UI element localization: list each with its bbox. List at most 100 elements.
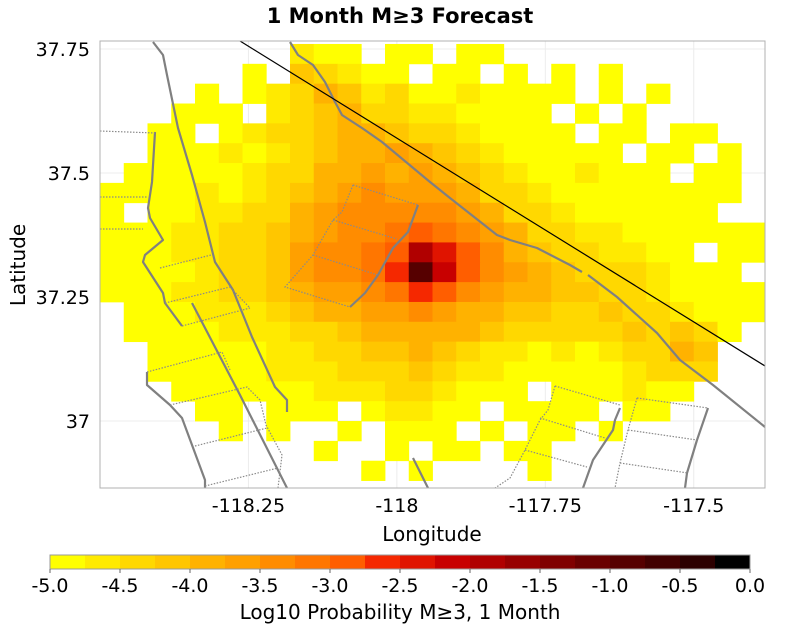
heatmap-cell (717, 262, 742, 283)
heatmap-cell (385, 262, 410, 283)
heatmap-cell (408, 123, 433, 144)
colorbar-tick-label: -2.5 (381, 575, 418, 597)
heatmap-cell (646, 222, 671, 243)
heatmap-cell (171, 123, 196, 144)
heatmap-cell (527, 401, 552, 422)
heatmap-cell (622, 242, 647, 263)
colorbar-tick-label: -1.0 (591, 575, 628, 597)
heatmap-cell (575, 321, 600, 343)
heatmap-cell (598, 202, 623, 223)
colorbar-swatch (365, 555, 401, 569)
heatmap-cell (337, 262, 362, 283)
heatmap-cell (218, 103, 243, 124)
heatmap-cell (575, 103, 600, 124)
heatmap-cell (575, 222, 600, 243)
heatmap-cell (575, 143, 600, 164)
colorbar-swatch (295, 555, 331, 569)
heatmap-cell (670, 123, 695, 144)
heatmap-cell (266, 123, 291, 144)
heatmap-cell (100, 242, 125, 263)
heatmap-cell (313, 143, 338, 164)
heatmap-cell (622, 222, 647, 243)
heatmap-cell (527, 143, 552, 164)
heatmap-cell (290, 43, 315, 65)
heatmap-cell (242, 202, 267, 223)
colorbar-tick-label: -2.0 (451, 575, 488, 597)
colorbar: -5.0 -4.5 -4.0 -3.5 -3.0 -2.5 -2.0 -1.5 -1.0 -0.5… (31, 554, 765, 597)
heatmap-cell (456, 321, 481, 343)
heatmap-cell (456, 301, 481, 323)
heatmap-cell (503, 222, 528, 243)
heatmap-cell (646, 83, 671, 104)
heatmap-cell (432, 163, 457, 184)
heatmap-cell (646, 341, 671, 362)
heatmap-cell (290, 202, 315, 223)
heatmap-cell (100, 262, 125, 283)
colorbar-swatch (400, 555, 436, 569)
heatmap-cell (622, 341, 647, 362)
heatmap-cell (408, 262, 433, 283)
heatmap-cell (242, 222, 267, 243)
fault-line (141, 131, 183, 327)
colorbar-tick-label: -4.5 (101, 575, 138, 597)
heatmap-cell (622, 401, 647, 422)
heatmap-cell (432, 361, 457, 382)
heatmap-cell (598, 163, 623, 184)
heatmap-cell (456, 63, 481, 85)
heatmap-cell (456, 282, 481, 303)
x-axis: -118.25 -118 -117.75 -117.5 (212, 495, 725, 517)
heatmap-cell (242, 282, 267, 303)
heatmap-cell (551, 143, 576, 164)
heatmap-cell (693, 262, 718, 283)
heatmap-cell (646, 361, 671, 382)
heatmap-cell (100, 222, 125, 243)
colorbar-swatch (610, 555, 646, 569)
heatmap-cell (195, 381, 220, 402)
heatmap-cell (337, 282, 362, 303)
boundary-line (539, 417, 606, 439)
heatmap-cell (432, 440, 457, 462)
heatmap-cell (551, 202, 576, 223)
colorbar-swatch (715, 555, 751, 569)
heatmap-cell (171, 143, 196, 164)
heatmap-cell (337, 83, 362, 104)
colorbar-swatch (470, 555, 506, 569)
heatmap-cell (147, 202, 172, 223)
heatmap-cell (741, 301, 765, 323)
heatmap-cell (290, 262, 315, 283)
heatmap-cell (313, 361, 338, 382)
heatmap-cell (266, 163, 291, 184)
heatmap-cell (290, 222, 315, 243)
heatmap-cell (313, 321, 338, 343)
heatmap-cell (670, 143, 695, 164)
heatmap-cell (313, 262, 338, 283)
heatmap-cell (242, 381, 267, 402)
x-tick-label: -117.5 (663, 495, 724, 517)
heatmap-cell (503, 321, 528, 343)
heatmap-cell (432, 381, 457, 402)
heatmap-cell (693, 222, 718, 243)
heatmap-cell (503, 301, 528, 323)
heatmap-cell (100, 182, 125, 204)
heatmap-cell (290, 401, 315, 422)
heatmap-cell (551, 262, 576, 283)
heatmap-cell (741, 242, 765, 263)
heatmap-cell (385, 381, 410, 402)
heatmap-cell (147, 143, 172, 164)
heatmap-cell (693, 321, 718, 343)
heatmap-cell (717, 321, 742, 343)
heatmap-cell (503, 103, 528, 124)
heatmap-cell (290, 242, 315, 263)
heatmap-cell (551, 83, 576, 104)
heatmap-cell (218, 242, 243, 263)
heatmap-cell (598, 361, 623, 382)
heatmap-cell (622, 262, 647, 283)
heatmap-cell (575, 202, 600, 223)
heatmap-cell (693, 182, 718, 204)
heatmap-cell (385, 401, 410, 422)
heatmap-cell (598, 83, 623, 104)
heatmap-cell (527, 440, 552, 462)
boundary-line (627, 429, 698, 441)
x-tick-label: -117.75 (509, 495, 582, 517)
heatmap-cell (480, 43, 505, 65)
